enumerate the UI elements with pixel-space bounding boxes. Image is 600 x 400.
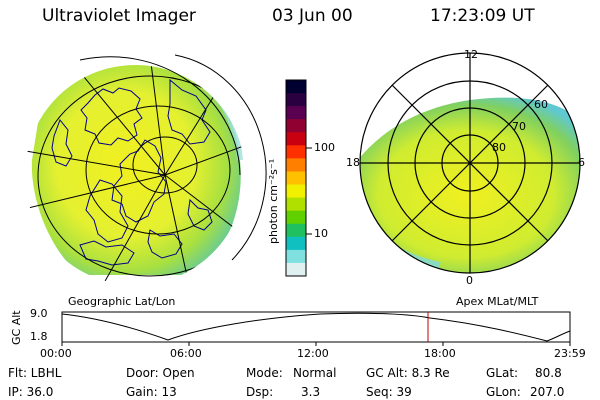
auroral-emission-geo (31, 65, 241, 275)
info-gain: Gain: 13 (126, 385, 177, 399)
colorbar-segment (286, 184, 306, 199)
colorbar-tick-10: 10 (314, 227, 328, 240)
altitude-xtick-0000: 00:00 (40, 347, 72, 360)
colorbar-segment (286, 158, 306, 172)
info-flt: Flt: LBHL (8, 366, 62, 380)
colorbar-segment (286, 223, 306, 238)
colorbar-tick-100: 100 (314, 141, 335, 154)
colorbar-segment (286, 119, 306, 133)
info-glat-label: GLat: (486, 366, 519, 380)
altitude-xtick-2359: 23:59 (554, 347, 586, 360)
mlt-label-12: 12 (464, 48, 478, 61)
colorbar-segment (286, 106, 306, 120)
altitude-curve (61, 312, 571, 342)
altitude-xtick-0600: 06:00 (170, 347, 202, 360)
mlt-label-18: 18 (346, 156, 360, 169)
info-gcalt: GC Alt: 8.3 Re (366, 366, 450, 380)
geographic-map-panel (25, 54, 267, 285)
colorbar (286, 80, 306, 277)
info-mode-label: Mode: (246, 366, 283, 380)
info-door: Door: Open (126, 366, 195, 380)
mlat-label-70: 70 (512, 120, 526, 133)
altitude-xtick-1800: 18:00 (424, 347, 456, 360)
mlt-label-0: 0 (466, 274, 473, 287)
auroral-emission-apex (360, 97, 580, 273)
info-dsp-value: 3.3 (301, 385, 321, 399)
info-glon-label: GLon: (486, 385, 521, 399)
info-ip: IP: 36.0 (8, 385, 54, 399)
colorbar-segment (286, 171, 306, 186)
altitude-ylabel: GC Alt (10, 310, 23, 345)
apex-caption: Apex MLat/MLT (456, 295, 539, 308)
colorbar-segment (286, 210, 306, 225)
colorbar-segment (286, 236, 306, 251)
info-glat-value: 80.8 (535, 366, 562, 380)
altitude-xtick-1200: 12:00 (297, 347, 329, 360)
latitude-circles (37, 75, 245, 277)
altitude-ytick-bottom: 1.8 (30, 330, 48, 343)
colorbar-segment (286, 93, 306, 107)
colorbar-segment (286, 132, 306, 146)
colorbar-segment (286, 80, 306, 94)
polar-grid (359, 52, 581, 274)
colorbar-unit-label: photon cm⁻²s⁻¹ (267, 158, 280, 244)
altitude-plot (61, 311, 571, 346)
geo-caption: Geographic Lat/Lon (68, 295, 176, 308)
info-mode-value: Normal (293, 366, 337, 380)
info-dsp-label: Dsp: (246, 385, 274, 399)
info-glon-value: 207.0 (530, 385, 565, 399)
altitude-ytick-top: 9.0 (30, 307, 48, 320)
app-title: Ultraviolet Imager (42, 6, 196, 26)
colorbar-segment (286, 249, 306, 264)
mlat-label-80: 80 (492, 141, 506, 154)
colorbar-segment (286, 145, 306, 159)
date-label: 03 Jun 00 (272, 6, 353, 26)
longitude-lines (25, 65, 245, 285)
coastlines (51, 78, 213, 266)
info-seq: Seq: 39 (366, 385, 412, 399)
mlt-label-6: 6 (578, 156, 585, 169)
colorbar-segment (286, 262, 306, 277)
colorbar-segment (286, 197, 306, 212)
time-label: 17:23:09 UT (430, 6, 535, 26)
apex-polar-panel (359, 52, 581, 274)
mlat-label-60: 60 (534, 98, 548, 111)
